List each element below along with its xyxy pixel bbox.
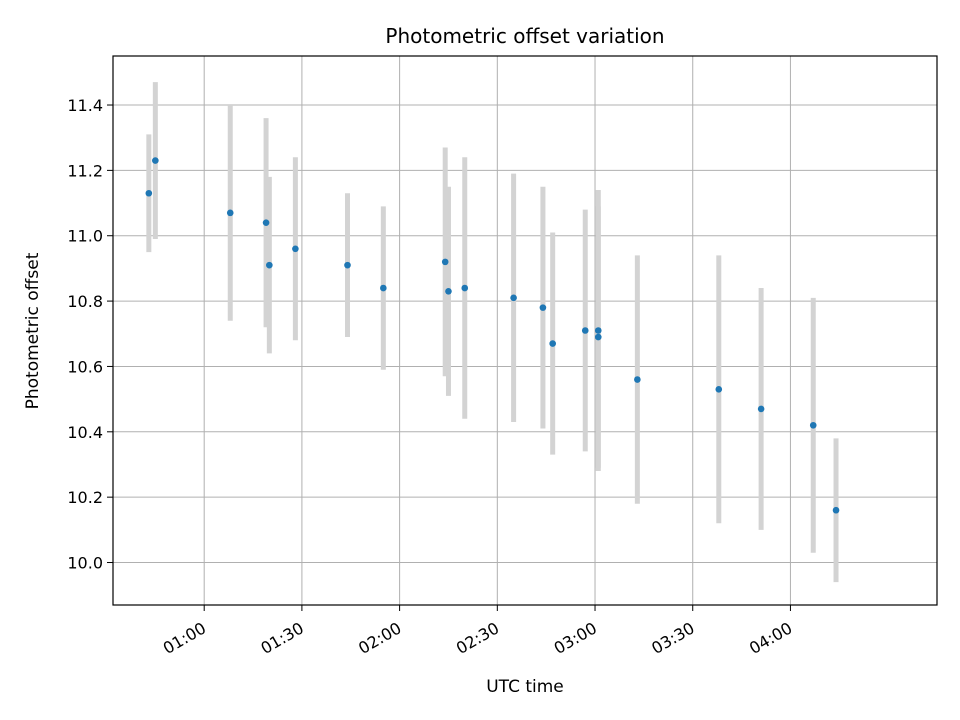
data-point: [226, 209, 234, 217]
data-point: [510, 294, 517, 302]
data-point: [266, 261, 273, 269]
y-tick-label: 10.0: [67, 554, 103, 573]
x-tick-label: 03:30: [648, 618, 697, 658]
y-axis-label: Photometric offset: [23, 252, 43, 409]
x-tick-label: 02:00: [355, 618, 404, 658]
y-tick-label: 10.2: [67, 488, 103, 507]
y-tick-label: 10.6: [67, 357, 103, 376]
data-points: [145, 157, 840, 514]
data-point: [145, 189, 153, 197]
x-axis-ticks: 01:00 01:30 02:00 02:30 03:00 03:30 04:00: [160, 605, 795, 658]
x-axis-label: UTC time: [486, 677, 564, 697]
chart-title: Photometric offset variation: [385, 24, 664, 48]
data-point: [152, 157, 159, 164]
data-point: [461, 284, 469, 292]
data-point: [344, 261, 351, 269]
data-point: [715, 386, 723, 393]
x-tick-label: 02:30: [453, 618, 502, 658]
y-tick-label: 11.4: [67, 96, 103, 115]
data-point: [832, 506, 840, 514]
y-axis-ticks: 10.0 10.2 10.4 10.6 10.8 11.0 11.2 11.4: [67, 96, 113, 573]
data-point: [581, 327, 589, 334]
data-point: [380, 284, 387, 292]
data-point: [757, 405, 765, 413]
error-bars: [146, 82, 839, 583]
y-tick-label: 11.0: [67, 227, 103, 246]
data-point: [292, 245, 299, 253]
data-point: [539, 304, 547, 311]
y-tick-label: 11.2: [67, 161, 103, 180]
plot-frame: [112, 55, 938, 606]
data-point: [445, 287, 452, 295]
data-point: [594, 333, 602, 341]
data-point: [809, 421, 817, 429]
x-tick-label: 04:00: [746, 618, 795, 658]
data-point: [549, 340, 556, 347]
data-point: [594, 327, 602, 334]
data-point: [262, 219, 270, 226]
y-tick-label: 10.4: [67, 423, 103, 442]
data-point: [441, 258, 449, 266]
x-tick-label: 03:00: [551, 618, 600, 658]
x-tick-label: 01:00: [160, 618, 209, 658]
x-tick-label: 01:30: [257, 618, 306, 658]
y-tick-label: 10.8: [67, 292, 103, 311]
data-point: [634, 376, 641, 383]
